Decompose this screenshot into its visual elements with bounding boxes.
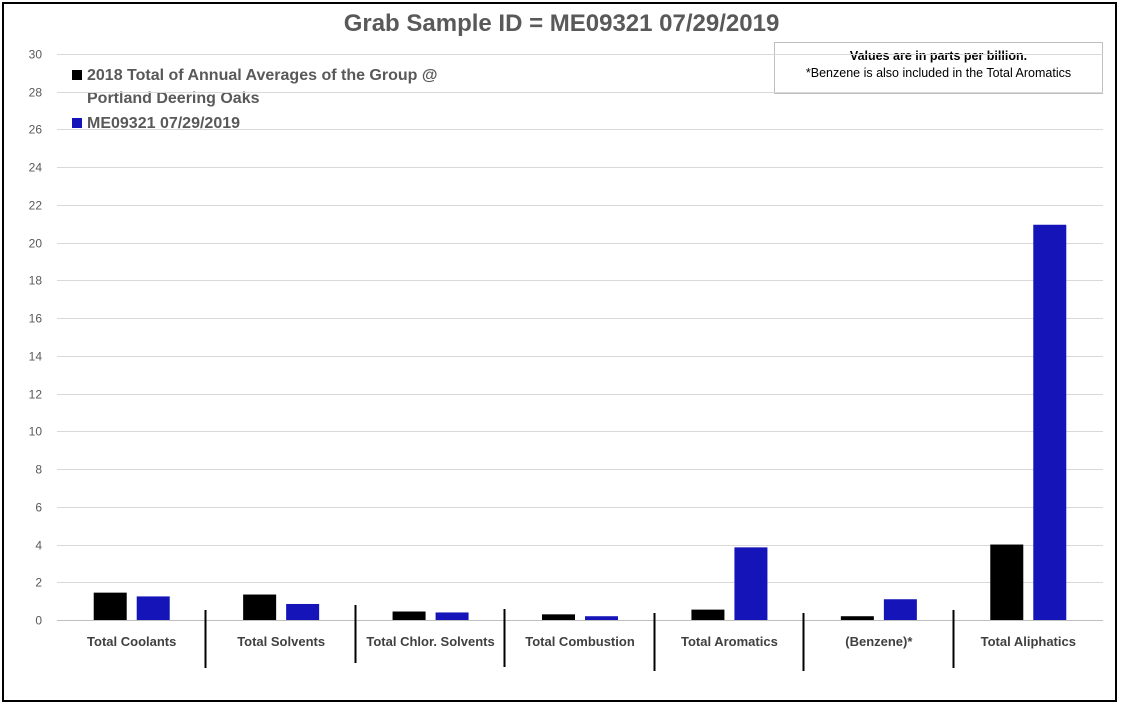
legend-label-series-2: ME09321 07/29/2019	[87, 115, 241, 132]
legend-entry-series-2: ME09321 07/29/2019	[72, 112, 241, 135]
chart-title: Grab Sample ID = ME09321 07/29/2019	[343, 10, 780, 37]
legend-swatch-series-1	[72, 70, 82, 80]
legend-label-series-1-line-2: Portland Deering Oaks	[87, 90, 260, 107]
benzene-note: *Benzene is also included in the Total A…	[805, 66, 1072, 80]
legend-label-series-1-line-1: 2018 Total of Annual Averages of the Gro…	[87, 67, 438, 84]
legend-swatch-series-2	[72, 118, 82, 128]
units-note-box: Values are in parts per billion. *Benzen…	[774, 42, 1103, 94]
units-note: Values are in parts per billion.	[849, 49, 1028, 63]
legend-entry-series-1: 2018 Total of Annual Averages of the Gro…	[72, 64, 438, 110]
